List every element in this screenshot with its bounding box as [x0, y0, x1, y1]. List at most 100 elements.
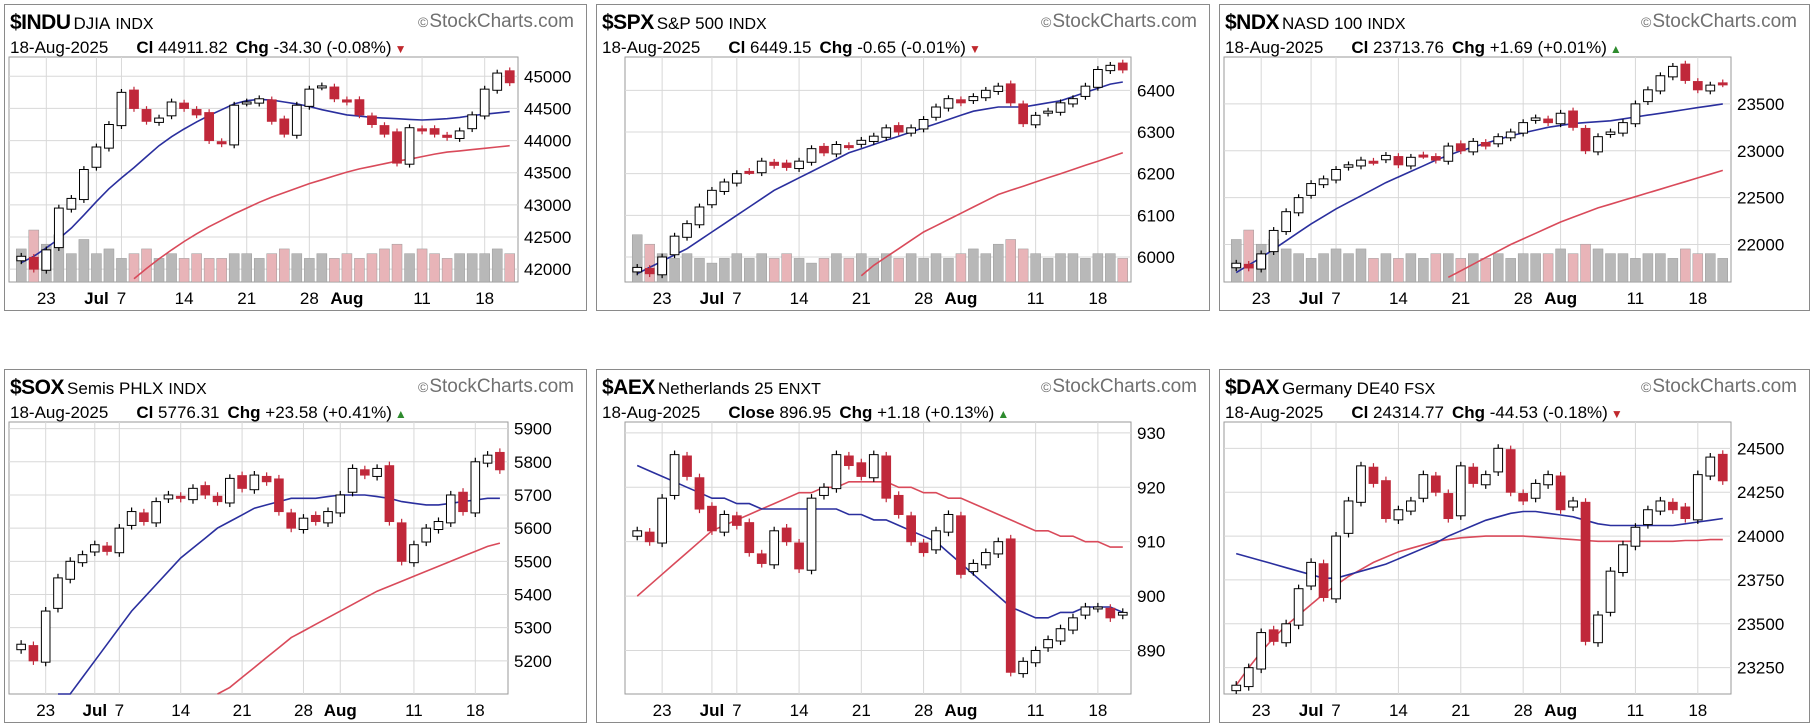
- exchange: INDX: [728, 16, 767, 33]
- volume-bar: [669, 258, 680, 283]
- chart-panel-aex[interactable]: $AEX Netherlands 25 ENXT ©StockCharts.com 18…: [596, 369, 1210, 723]
- candle: [347, 467, 358, 493]
- volume-bar: [479, 253, 490, 283]
- candle: [141, 109, 152, 122]
- x-tick-label: 11: [1027, 701, 1045, 720]
- candle: [1667, 501, 1678, 511]
- candle: [906, 127, 916, 134]
- volume-bar: [1692, 253, 1704, 283]
- volume-bar: [329, 258, 340, 283]
- volume-bar: [1480, 258, 1491, 283]
- y-tick-label: 43500: [524, 164, 571, 183]
- symbol[interactable]: $DAX: [1225, 376, 1280, 399]
- x-tick-label: 18: [475, 289, 494, 308]
- candle: [266, 99, 277, 122]
- chart-panel-indu[interactable]: $INDU DJIA INDX ©StockCharts.com 18-Aug-2025…: [4, 4, 587, 311]
- x-tick-label: 21: [852, 701, 871, 720]
- candle: [154, 117, 164, 123]
- volume-bar: [279, 248, 290, 283]
- exchange: ENXT: [778, 381, 821, 398]
- chart-panel-dax[interactable]: $DAX Germany DE40 FSX ©StockCharts.com 18-Au…: [1219, 369, 1810, 723]
- candle: [1343, 164, 1354, 168]
- candle: [229, 104, 240, 146]
- candle: [993, 85, 1004, 92]
- volume-bar: [1005, 239, 1016, 283]
- volume-bar: [191, 253, 202, 283]
- symbol[interactable]: $AEX: [602, 376, 655, 399]
- volume-bar: [1117, 258, 1129, 283]
- candle: [657, 497, 667, 544]
- candle: [1005, 538, 1016, 673]
- x-tick-label: 14: [175, 289, 194, 308]
- y-tick-label: 23500: [1737, 95, 1784, 114]
- change-value: -34.30 (-0.08%): [268, 38, 392, 57]
- x-tick-label: 7: [1331, 289, 1340, 308]
- volume-bar: [1430, 253, 1442, 283]
- volume-bar: [1542, 253, 1554, 283]
- candle: [329, 86, 340, 100]
- x-tick-label: 7: [115, 701, 124, 720]
- volume-bar: [366, 253, 378, 283]
- candle: [1018, 660, 1029, 675]
- candle: [1443, 493, 1454, 520]
- candle: [129, 89, 139, 109]
- arrow-down-icon: ▼: [968, 42, 981, 56]
- price-chart: 890 900 910 920 930 23 Jul 7 14 21 28 Aug 11 18: [624, 421, 1165, 720]
- y-tick-label: 6100: [1137, 206, 1175, 225]
- candle: [1680, 506, 1691, 520]
- x-tick-label: 28: [914, 289, 933, 308]
- symbol[interactable]: $SPX: [602, 11, 654, 34]
- volume-bar: [1368, 258, 1379, 283]
- candle: [1306, 183, 1316, 196]
- candle: [1406, 156, 1416, 167]
- chart-panel-spx[interactable]: $SPX S&P 500 INDX ©StockCharts.com 18-Aug-20…: [596, 4, 1210, 311]
- change-value: +23.58 (+0.41%): [260, 403, 392, 422]
- x-tick-label: Jul: [1299, 289, 1324, 308]
- brand-text: StockCharts.com: [429, 376, 574, 397]
- candle: [1518, 122, 1529, 134]
- panel-title: $INDU DJIA INDX ©StockCharts.com: [10, 11, 578, 34]
- volume-bar: [905, 253, 917, 283]
- volume-bar: [1280, 248, 1292, 283]
- y-tick-label: 24250: [1737, 483, 1784, 502]
- candle: [279, 118, 290, 135]
- quote-line: 18-Aug-2025 Cl 24314.77 Chg -44.53 (-0.18%…: [1225, 403, 1801, 423]
- x-tick-label: 23: [653, 701, 672, 720]
- chart-panel-ndx[interactable]: $NDX NASD 100 INDX ©StockCharts.com 18-Aug-2…: [1219, 4, 1810, 311]
- volume-bar: [806, 262, 817, 283]
- candle: [175, 495, 186, 499]
- candle: [274, 478, 284, 513]
- candle: [769, 530, 780, 566]
- volume-bar: [1705, 253, 1716, 283]
- volume-bar: [1530, 253, 1541, 283]
- volume-bar: [91, 253, 102, 283]
- candle: [1530, 117, 1541, 121]
- candle: [1105, 607, 1116, 619]
- candle: [1493, 447, 1504, 473]
- y-tick-label: 6400: [1137, 81, 1175, 100]
- candle: [993, 541, 1004, 555]
- exchange: INDX: [115, 16, 154, 33]
- volume-bar: [391, 243, 403, 283]
- candle: [669, 235, 680, 256]
- y-tick-label: 23250: [1737, 659, 1784, 678]
- candle: [102, 545, 112, 552]
- candle: [806, 497, 817, 571]
- chart-panel-sox[interactable]: $SOX Semis PHLX INDX ©StockCharts.com 18-Aug…: [4, 369, 587, 723]
- volume-bar: [843, 258, 855, 283]
- candle: [1530, 482, 1541, 499]
- volume-bar: [1067, 253, 1079, 283]
- x-tick-label: Aug: [324, 701, 357, 720]
- y-tick-label: 24000: [1737, 527, 1784, 546]
- symbol[interactable]: $INDU: [10, 11, 71, 34]
- volume-bar: [1505, 258, 1516, 283]
- volume-bar: [1468, 253, 1479, 283]
- candle: [731, 173, 742, 184]
- symbol[interactable]: $SOX: [10, 376, 65, 399]
- candle: [893, 494, 904, 515]
- symbol[interactable]: $NDX: [1225, 11, 1280, 34]
- volume-bar: [78, 239, 90, 283]
- x-tick-label: 7: [117, 289, 126, 308]
- candle: [1343, 500, 1354, 534]
